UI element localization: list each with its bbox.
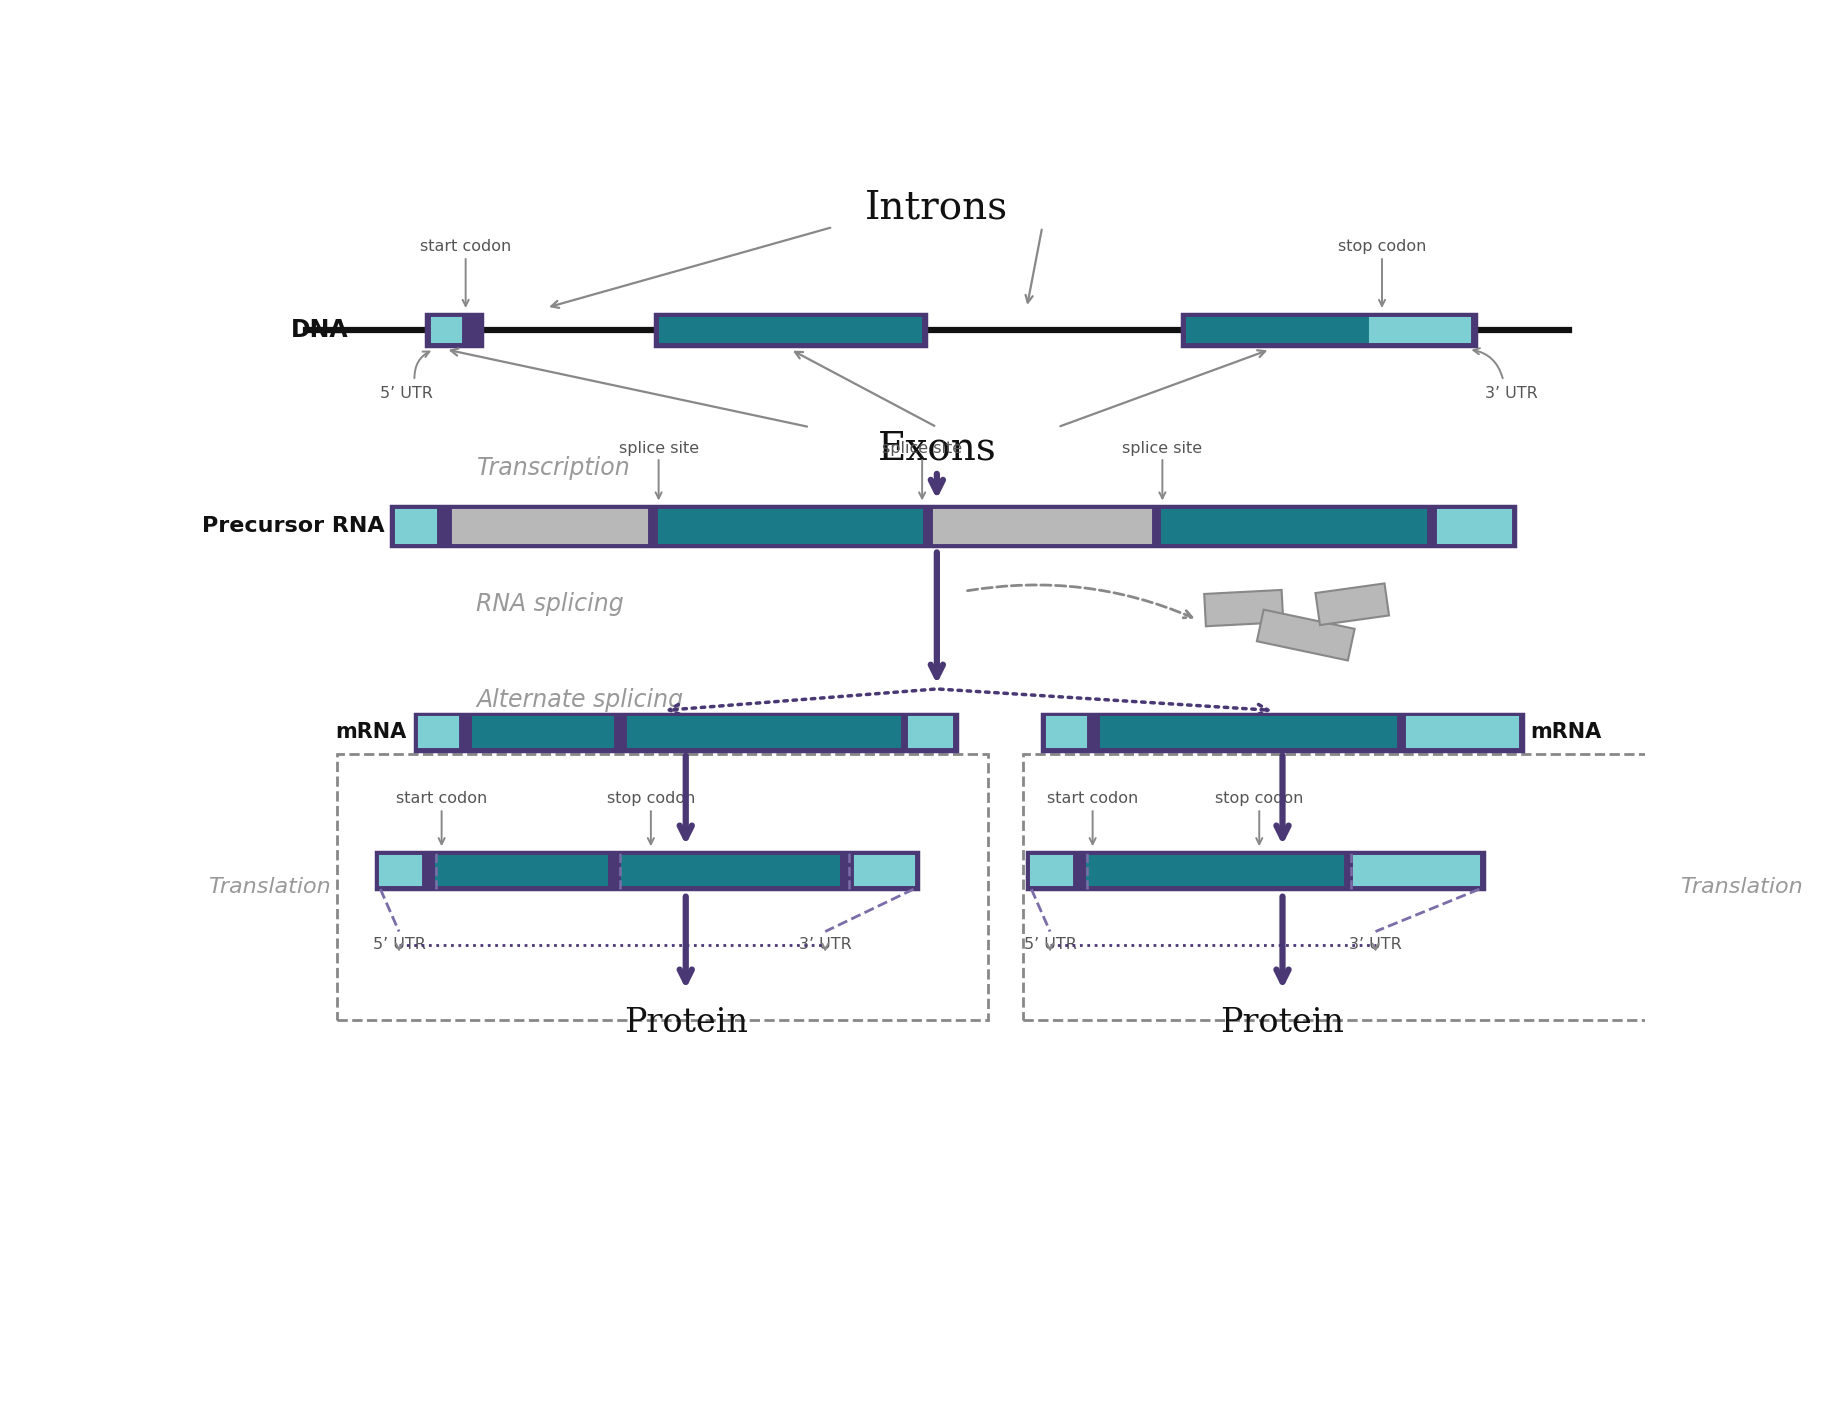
Text: Transcription: Transcription	[477, 455, 631, 479]
Text: splice site: splice site	[1122, 441, 1203, 455]
Text: 5’ UTR: 5’ UTR	[380, 386, 433, 402]
Bar	[431, 317, 461, 343]
Text: 3’ UTR: 3’ UTR	[1484, 386, 1537, 402]
Bar	[1088, 856, 1344, 885]
Text: stop codon: stop codon	[1338, 238, 1426, 254]
Bar	[397, 510, 437, 543]
Text: 5’ UTR: 5’ UTR	[1024, 936, 1077, 952]
Text: 5’ UTR: 5’ UTR	[373, 936, 426, 952]
Bar	[1355, 856, 1479, 885]
Bar	[622, 856, 839, 885]
Bar	[1100, 718, 1395, 747]
Text: start codon: start codon	[397, 791, 488, 807]
Text: Exons: Exons	[877, 431, 996, 468]
Text: splice site: splice site	[883, 441, 962, 455]
Text: mRNA: mRNA	[336, 722, 408, 742]
Bar	[426, 314, 483, 347]
Bar	[336, 754, 987, 1019]
Text: start codon: start codon	[1047, 791, 1139, 807]
Bar	[934, 509, 1152, 543]
Polygon shape	[1258, 609, 1355, 660]
Text: mRNA: mRNA	[1530, 722, 1601, 742]
Text: start codon: start codon	[420, 238, 512, 254]
Bar	[629, 718, 899, 747]
Text: Precursor RNA: Precursor RNA	[203, 516, 386, 536]
Bar	[1042, 713, 1523, 750]
Bar	[1024, 754, 1674, 1019]
Bar	[1406, 718, 1517, 747]
Bar	[1047, 718, 1086, 747]
Bar	[391, 506, 1515, 547]
Bar	[660, 317, 921, 343]
Text: Protein: Protein	[623, 1007, 748, 1039]
Bar	[909, 718, 952, 747]
Bar	[415, 713, 958, 750]
Bar	[437, 856, 607, 885]
Bar	[1163, 510, 1426, 543]
Polygon shape	[1316, 584, 1389, 625]
Text: 3’ UTR: 3’ UTR	[799, 936, 852, 952]
Bar	[380, 856, 420, 885]
Bar	[1437, 510, 1512, 543]
Bar	[1369, 317, 1470, 343]
Bar	[654, 314, 927, 347]
Bar	[473, 718, 612, 747]
Bar	[1181, 314, 1477, 347]
Text: 3’ UTR: 3’ UTR	[1349, 936, 1402, 952]
Text: Introns: Introns	[865, 189, 1009, 226]
Bar	[856, 856, 914, 885]
Bar	[453, 509, 647, 543]
Text: splice site: splice site	[618, 441, 698, 455]
Text: Protein: Protein	[1221, 1007, 1344, 1039]
Text: stop codon: stop codon	[607, 791, 695, 807]
Bar	[1031, 856, 1071, 885]
Bar	[419, 718, 457, 747]
Text: Translation: Translation	[1680, 877, 1802, 897]
Text: Alternate splicing: Alternate splicing	[477, 688, 684, 712]
Bar	[377, 852, 918, 890]
Text: DNA: DNA	[291, 319, 349, 343]
Polygon shape	[1205, 589, 1283, 626]
Bar	[1027, 852, 1484, 890]
Bar	[1186, 317, 1369, 343]
Text: stop codon: stop codon	[1216, 791, 1303, 807]
Text: Translation: Translation	[208, 877, 331, 897]
Text: RNA splicing: RNA splicing	[477, 592, 623, 616]
Bar	[658, 510, 921, 543]
